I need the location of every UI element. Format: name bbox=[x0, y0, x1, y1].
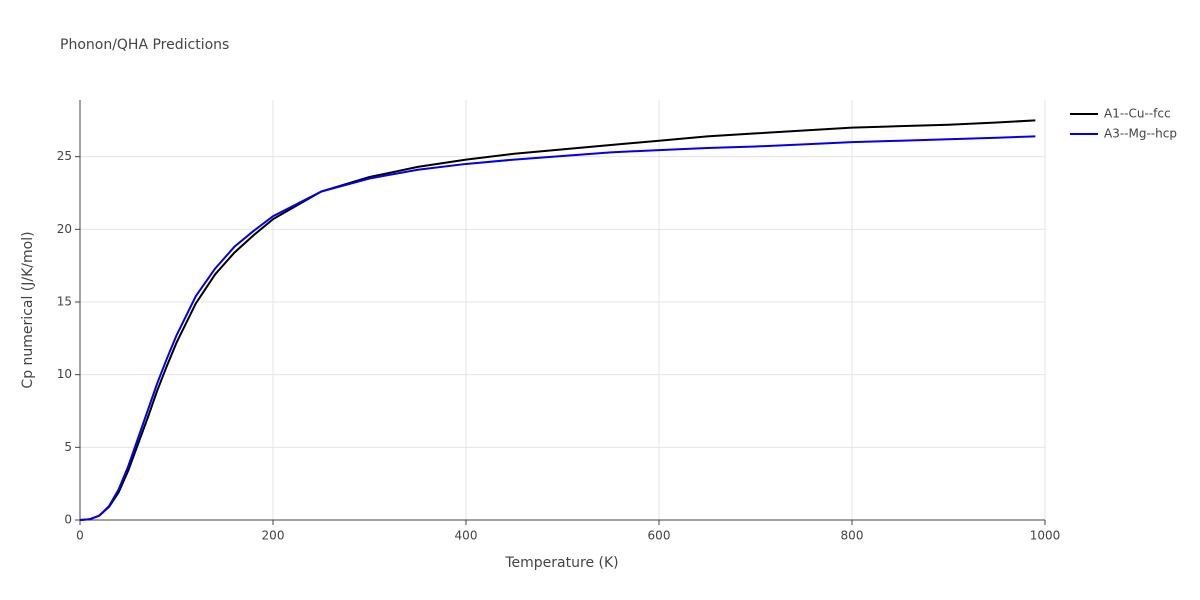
series-line bbox=[79, 135, 1036, 521]
y-tick-label: 15 bbox=[57, 295, 72, 309]
y-tick-label: 20 bbox=[57, 222, 72, 236]
chart-title: Phonon/QHA Predictions bbox=[60, 37, 229, 53]
y-tick-label: 0 bbox=[64, 513, 72, 527]
y-tick-label: 10 bbox=[57, 367, 72, 381]
legend-label: A1--Cu--fcc bbox=[1104, 107, 1171, 121]
y-axis-title: Cp numerical (J/K/mol) bbox=[20, 231, 36, 388]
x-tick-label: 400 bbox=[455, 529, 478, 543]
series-line bbox=[79, 119, 1036, 521]
x-tick-label: 800 bbox=[841, 529, 864, 543]
x-tick-label: 0 bbox=[76, 529, 84, 543]
x-tick-label: 600 bbox=[648, 529, 671, 543]
x-tick-label: 1000 bbox=[1030, 529, 1061, 543]
legend-label: A3--Mg--hcp bbox=[1104, 127, 1177, 141]
x-axis-title: Temperature (K) bbox=[504, 555, 618, 571]
y-tick-label: 5 bbox=[64, 440, 72, 454]
x-tick-label: 200 bbox=[262, 529, 285, 543]
y-tick-label: 25 bbox=[57, 149, 72, 163]
